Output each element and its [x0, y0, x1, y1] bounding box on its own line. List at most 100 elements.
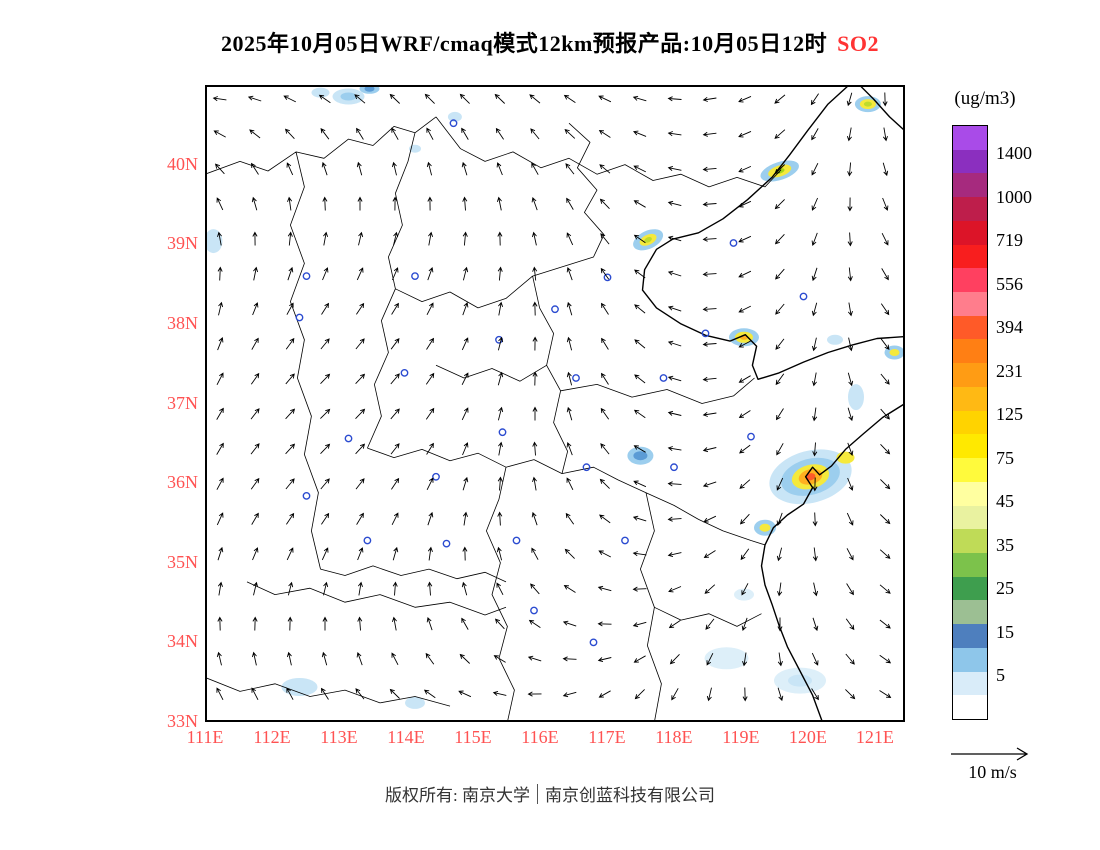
station-marker — [363, 536, 372, 545]
colorbar-band — [953, 244, 987, 269]
copyright-owner: 版权所有: 南京大学 — [385, 786, 530, 805]
colorbar-band — [953, 481, 987, 506]
province-boundaries — [205, 116, 782, 722]
concentration-plume — [644, 236, 652, 243]
colorbar-tick-label: 125 — [996, 404, 1023, 424]
colorbar — [952, 125, 988, 720]
copyright-company: 南京创蓝科技有限公司 — [544, 786, 715, 805]
x-tick-label: 119E — [722, 727, 760, 747]
concentration-plume — [788, 674, 812, 687]
colorbar-tick-label: 35 — [996, 534, 1014, 555]
colorbar-band — [953, 363, 987, 387]
station-marker — [603, 273, 612, 282]
y-tick-label: 33N — [167, 711, 198, 731]
station-marker — [442, 539, 451, 548]
colorbar-band — [953, 339, 987, 364]
y-tick-label: 39N — [167, 233, 198, 254]
colorbar-tick-label: 394 — [996, 317, 1023, 337]
colorbar-tick-label: 1400 — [996, 143, 1032, 163]
wind-scale-label: 10 m/s — [968, 762, 1017, 782]
x-tick-label: 113E — [320, 727, 358, 747]
concentration-plume — [311, 87, 330, 98]
x-tick-label: 117E — [588, 727, 626, 747]
colorbar-band — [953, 268, 987, 293]
colorbar-band — [953, 576, 987, 601]
station-marker — [302, 491, 311, 500]
station-marker — [449, 119, 458, 128]
concentration-plume — [405, 696, 425, 709]
concentration-plume — [863, 101, 872, 107]
colorbar-band — [953, 173, 987, 198]
x-tick-label: 121E — [855, 727, 894, 747]
pollutant-label: SO2 — [837, 31, 879, 56]
wind-scale-legend — [945, 740, 1040, 764]
concentration-plume — [281, 678, 318, 696]
concentration-plume — [889, 349, 900, 356]
station-marker — [621, 536, 629, 545]
station-marker — [582, 463, 591, 472]
x-tick-label: 112E — [253, 727, 291, 747]
copyright-footer: 版权所有: 南京大学 南京创蓝科技有限公司 — [0, 781, 1100, 806]
station-marker — [302, 272, 311, 281]
concentration-plume — [848, 384, 864, 411]
map-plot — [205, 85, 905, 722]
colorbar-tick-label: 5 — [996, 665, 1005, 685]
colorbar-band — [953, 386, 987, 411]
y-tick-label: 35N — [167, 551, 198, 572]
colorbar-band — [953, 695, 987, 719]
station-marker — [589, 638, 598, 647]
colorbar-band — [953, 292, 987, 316]
station-marker — [670, 463, 678, 472]
concentration-plume — [364, 85, 375, 92]
station-marker — [551, 305, 559, 314]
concentration-plume — [340, 92, 357, 101]
colorbar-band — [953, 434, 987, 459]
colorbar-band — [953, 410, 987, 435]
copyright-divider — [536, 783, 538, 804]
station-marker — [701, 329, 710, 338]
x-tick-label: 120E — [788, 727, 827, 747]
y-tick-label: 40N — [167, 153, 198, 174]
colorbar-unit-label: (ug/m3) — [954, 88, 1016, 109]
colorbar-tick-label: 231 — [996, 360, 1023, 381]
colorbar-tick-label: 45 — [996, 491, 1014, 511]
colorbar-band — [953, 671, 987, 696]
wind-scale-arrow-icon — [951, 747, 1029, 761]
colorbar-band — [953, 647, 987, 672]
concentration-plume — [447, 111, 462, 122]
colorbar-band — [953, 552, 987, 577]
x-tick-label: 115E — [454, 727, 492, 747]
colorbar-band — [953, 315, 987, 340]
wind-arrows — [212, 92, 892, 702]
colorbar-tick-label: 75 — [996, 447, 1014, 468]
x-tick-label: 116E — [521, 727, 559, 747]
colorbar-tick-label: 15 — [996, 621, 1014, 642]
concentration-plume — [827, 334, 843, 345]
colorbar-tick-label: 556 — [996, 273, 1023, 294]
map-canvas — [205, 85, 905, 722]
colorbar-band — [953, 126, 987, 150]
station-marker — [432, 472, 440, 481]
colorbar-band — [953, 149, 987, 174]
figure-title: 2025年10月05日WRF/cmaq模式12km预报产品:10月05日12时 S… — [0, 26, 1100, 58]
station-marker — [799, 292, 808, 301]
coastline — [641, 85, 905, 722]
station-marker — [659, 374, 668, 382]
concentration-plume — [734, 588, 754, 601]
colorbar-band — [953, 220, 987, 245]
station-marker — [729, 239, 738, 247]
station-marker — [411, 272, 419, 281]
station-marker — [747, 432, 755, 441]
figure-title-text: 2025年10月05日WRF/cmaq模式12km预报产品:10月05日12时 — [220, 31, 828, 56]
map-frame — [205, 85, 905, 722]
colorbar-band — [953, 529, 987, 553]
concentration-plume — [759, 523, 771, 532]
concentration-plume — [805, 473, 816, 481]
station-marker — [295, 313, 304, 322]
colorbar-tick-label: 719 — [996, 230, 1023, 250]
colorbar-band — [953, 458, 987, 482]
concentration-plume — [205, 229, 223, 254]
colorbar-band — [953, 624, 987, 648]
y-tick-label: 38N — [167, 312, 198, 333]
colorbar-tick-label: 25 — [996, 578, 1014, 598]
